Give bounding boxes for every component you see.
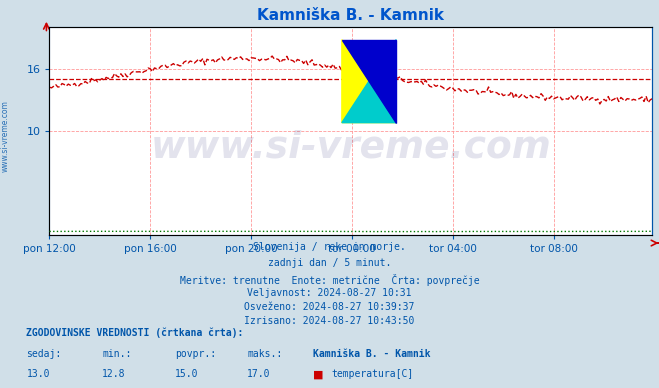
Title: Kamniška B. - Kamnik: Kamniška B. - Kamnik [258, 8, 444, 23]
Text: sedaj:: sedaj: [26, 349, 61, 359]
Text: zadnji dan / 5 minut.: zadnji dan / 5 minut. [268, 258, 391, 268]
Polygon shape [342, 40, 396, 123]
Text: 13.0: 13.0 [26, 369, 50, 379]
Text: Veljavnost: 2024-08-27 10:31: Veljavnost: 2024-08-27 10:31 [247, 288, 412, 298]
Text: maks.:: maks.: [247, 349, 282, 359]
Text: povpr.:: povpr.: [175, 349, 215, 359]
Text: 17.0: 17.0 [247, 369, 271, 379]
Text: Kamniška B. - Kamnik: Kamniška B. - Kamnik [313, 349, 430, 359]
Text: Slovenija / reke in morje.: Slovenija / reke in morje. [253, 242, 406, 253]
Text: Meritve: trenutne  Enote: metrične  Črta: povprečje: Meritve: trenutne Enote: metrične Črta: … [180, 274, 479, 286]
Text: temperatura[C]: temperatura[C] [331, 369, 414, 379]
Text: www.si-vreme.com: www.si-vreme.com [150, 130, 552, 166]
Polygon shape [342, 40, 396, 123]
Text: 15.0: 15.0 [175, 369, 198, 379]
Text: Osveženo: 2024-08-27 10:39:37: Osveženo: 2024-08-27 10:39:37 [244, 302, 415, 312]
Text: ■: ■ [313, 369, 324, 379]
Text: www.si-vreme.com: www.si-vreme.com [1, 100, 10, 172]
Text: ZGODOVINSKE VREDNOSTI (črtkana črta):: ZGODOVINSKE VREDNOSTI (črtkana črta): [26, 328, 244, 338]
Text: 12.8: 12.8 [102, 369, 126, 379]
Text: min.:: min.: [102, 349, 132, 359]
Polygon shape [342, 40, 396, 123]
Text: Izrisano: 2024-08-27 10:43:50: Izrisano: 2024-08-27 10:43:50 [244, 316, 415, 326]
